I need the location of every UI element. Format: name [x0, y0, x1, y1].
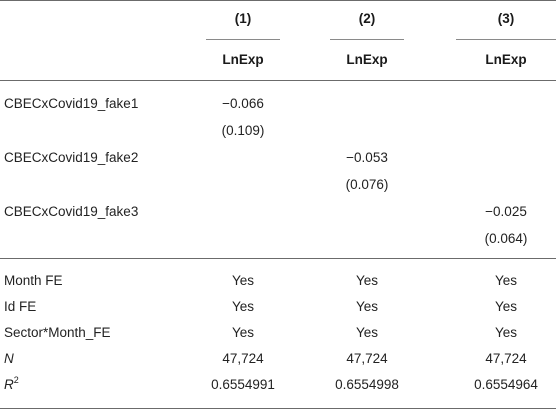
dependent-var-1: LnExp	[222, 52, 264, 67]
n-value-1: 47,724	[222, 351, 264, 366]
estimate-fake3: −0.025	[485, 204, 527, 219]
model-number-2: (2)	[358, 11, 376, 26]
row-label-id-fe: Id FE	[4, 299, 37, 314]
n-value-3: 47,724	[485, 351, 527, 366]
se-fake1: (0.109)	[221, 123, 265, 138]
r-squared-base: R	[4, 377, 14, 392]
sector-month-fe-value-3: Yes	[494, 325, 518, 340]
row-label-n: N	[4, 351, 14, 366]
row-label-sector-month-fe: Sector*Month_FE	[4, 325, 111, 340]
sector-month-fe-value-1: Yes	[231, 325, 255, 340]
model-number-3: (3)	[497, 11, 515, 26]
dependent-var-2: LnExp	[346, 52, 388, 67]
id-fe-value-2: Yes	[355, 299, 379, 314]
header-subrule-2	[330, 39, 404, 40]
header-rule	[0, 80, 556, 81]
top-rule	[0, 0, 556, 1]
estimate-fake1: −0.066	[222, 96, 264, 111]
bottom-rule	[0, 408, 556, 409]
se-fake3: (0.064)	[484, 231, 528, 246]
r-squared-value-1: 0.6554991	[211, 377, 275, 392]
row-label-fake3: CBECxCovid19_fake3	[4, 204, 139, 219]
dependent-var-3: LnExp	[485, 52, 527, 67]
month-fe-value-1: Yes	[231, 273, 255, 288]
model-number-1: (1)	[234, 11, 252, 26]
month-fe-value-3: Yes	[494, 273, 518, 288]
stats-rule	[0, 258, 556, 259]
id-fe-value-3: Yes	[494, 299, 518, 314]
row-label-month-fe: Month FE	[4, 273, 63, 288]
sector-month-fe-value-2: Yes	[355, 325, 379, 340]
id-fe-value-1: Yes	[231, 299, 255, 314]
row-label-fake1: CBECxCovid19_fake1	[4, 96, 139, 111]
row-label-fake2: CBECxCovid19_fake2	[4, 150, 139, 165]
n-value-2: 47,724	[346, 351, 388, 366]
r-squared-exponent: 2	[13, 374, 19, 385]
estimate-fake2: −0.053	[346, 150, 388, 165]
r-squared-value-2: 0.6554998	[335, 377, 399, 392]
month-fe-value-2: Yes	[355, 273, 379, 288]
row-label-r-squared: R2	[4, 374, 19, 393]
se-fake2: (0.076)	[345, 177, 389, 192]
header-subrule-3	[456, 39, 556, 40]
r-squared-value-3: 0.6554964	[474, 377, 538, 392]
header-subrule-1	[206, 39, 280, 40]
